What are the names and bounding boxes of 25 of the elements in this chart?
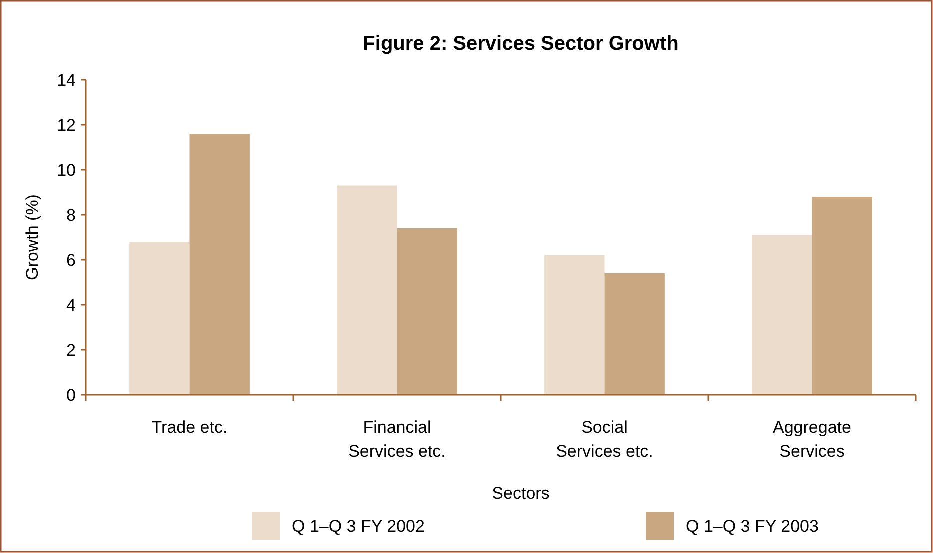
y-tick-label: 6 xyxy=(66,250,76,270)
legend-label: Q 1–Q 3 FY 2003 xyxy=(686,516,819,536)
y-tick-label: 8 xyxy=(66,206,76,225)
bar xyxy=(544,256,605,395)
y-axis-title: Growth (%) xyxy=(23,194,42,280)
x-tick-label: Trade etc. xyxy=(152,418,228,437)
x-axis-title: Sectors xyxy=(492,484,550,503)
x-tick-label: Financial Services etc. xyxy=(348,418,446,461)
y-tick-label: 12 xyxy=(57,116,76,135)
bar xyxy=(812,197,872,395)
y-tick-label: 10 xyxy=(57,160,76,180)
y-tick-label: 14 xyxy=(57,70,76,90)
legend-label: Q 1–Q 3 FY 2002 xyxy=(292,516,425,536)
bar xyxy=(130,242,190,395)
x-tick-label: Social Services etc. xyxy=(556,418,654,461)
y-tick-label: 4 xyxy=(66,296,76,315)
chart-title: Figure 2: Services Sector Growth xyxy=(363,33,679,55)
bar xyxy=(604,274,665,395)
y-tick-label: 2 xyxy=(66,340,76,360)
bar xyxy=(397,228,458,395)
x-tick-label: Aggregate Services xyxy=(773,418,852,461)
y-tick-label: 0 xyxy=(66,386,76,405)
bar xyxy=(337,186,398,395)
bar xyxy=(752,235,812,395)
bar xyxy=(190,134,250,395)
